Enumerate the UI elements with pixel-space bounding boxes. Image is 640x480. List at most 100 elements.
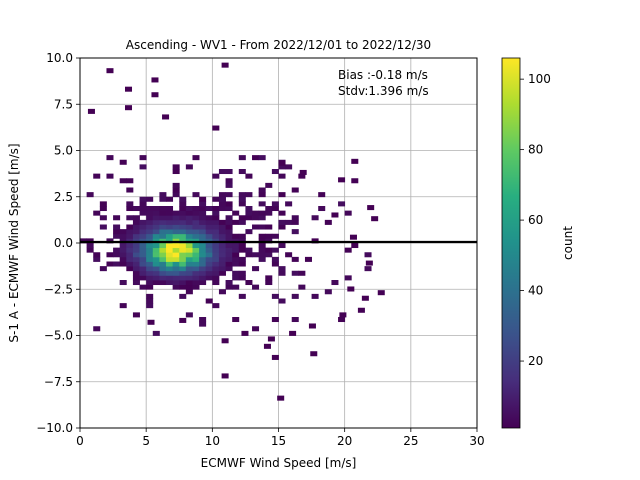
heatmap-cell [192, 252, 200, 258]
heatmap-cell [172, 261, 180, 267]
heatmap-outlier-cell [179, 317, 187, 323]
heatmap-cell [212, 243, 220, 249]
heatmap-cell [232, 252, 240, 258]
heatmap-cell [278, 192, 286, 198]
heatmap-cell [179, 261, 187, 267]
heatmap-cell [285, 201, 293, 207]
heatmap-cell [185, 206, 193, 212]
heatmap-cell [245, 192, 253, 198]
heatmap-cell [192, 261, 200, 267]
heatmap-cell [166, 266, 174, 272]
x-axis-ticks: 0 5 10 15 20 25 30 [76, 428, 485, 448]
heatmap-cell [192, 247, 200, 253]
heatmap-cell [192, 270, 200, 276]
heatmap-cell [119, 238, 127, 244]
heatmap-cell [225, 247, 233, 253]
heatmap-cell [192, 210, 200, 216]
heatmap-cell [205, 219, 213, 225]
heatmap-cell [172, 247, 180, 253]
x-tick-label: 20 [337, 434, 352, 448]
heatmap-cell [166, 275, 174, 281]
heatmap-cell [99, 224, 107, 230]
heatmap-cell [132, 238, 140, 244]
heatmap-outlier-cell [221, 373, 229, 379]
heatmap-cell [258, 155, 266, 161]
heatmap-cell [258, 247, 266, 253]
heatmap-cell [152, 280, 160, 286]
heatmap-cell [278, 210, 286, 216]
heatmap-cell [126, 206, 134, 212]
heatmap-cell [146, 210, 154, 216]
heatmap-outlier-cell [308, 323, 316, 329]
heatmap-cell [126, 224, 134, 230]
heatmap-cell [218, 256, 226, 262]
heatmap-cell [139, 270, 147, 276]
heatmap-cell [218, 219, 226, 225]
heatmap-cell [238, 247, 246, 253]
heatmap-cell [278, 243, 286, 249]
heatmap-cell [166, 233, 174, 239]
heatmap-cell [166, 229, 174, 235]
heatmap-cell [205, 224, 213, 230]
heatmap-cell [86, 243, 94, 249]
heatmap-cell [265, 182, 273, 188]
heatmap-cell [199, 247, 207, 253]
heatmap-cell [199, 196, 207, 202]
heatmap-cell [159, 229, 167, 235]
heatmap-cell [245, 215, 253, 221]
heatmap-cell [126, 266, 134, 272]
heatmap-cell [252, 155, 260, 161]
x-tick-label: 15 [271, 434, 286, 448]
heatmap-cell [205, 229, 213, 235]
heatmap-cell [298, 173, 306, 179]
heatmap-cell [212, 247, 220, 253]
heatmap-outlier-cell [106, 68, 114, 74]
heatmap-cell [166, 238, 174, 244]
heatmap-cell [152, 229, 160, 235]
heatmap-cell [179, 247, 187, 253]
heatmap-outlier-cell [278, 160, 286, 166]
heatmap-cell [278, 164, 286, 170]
colorbar-tick-label: 20 [528, 354, 543, 368]
heatmap-cell [199, 252, 207, 258]
heatmap-cell [166, 224, 174, 230]
heatmap-cell [271, 201, 279, 207]
heatmap-cell [252, 210, 260, 216]
heatmap-cell [159, 270, 167, 276]
heatmap-cell [192, 233, 200, 239]
heatmap-cell [159, 196, 167, 202]
heatmap-outlier-cell [289, 330, 297, 336]
heatmap-cell [132, 243, 140, 249]
heatmap-cell [238, 196, 246, 202]
heatmap-cell [132, 233, 140, 239]
heatmap-cell [225, 238, 233, 244]
heatmap-outlier-cell [365, 260, 373, 266]
heatmap-cell [199, 275, 207, 281]
heatmap-cell [238, 243, 246, 249]
heatmap-cell [113, 229, 121, 235]
heatmap-cell [192, 192, 200, 198]
heatmap-cell [291, 256, 299, 262]
heatmap-cell [132, 206, 140, 212]
heatmap-cell [93, 210, 101, 216]
heatmap-cell [152, 219, 160, 225]
heatmap-cell [152, 243, 160, 249]
heatmap-cell [238, 238, 246, 244]
heatmap-cell [152, 330, 160, 336]
heatmap-cell [344, 275, 352, 281]
heatmap-cell [172, 243, 180, 249]
heatmap-cell [93, 252, 101, 258]
heatmap-cell [146, 280, 154, 286]
heatmap-cell [159, 261, 167, 267]
heatmap-cell [218, 206, 226, 212]
heatmap-cell [271, 293, 279, 299]
heatmap-cell [172, 233, 180, 239]
heatmap-cell [132, 312, 140, 318]
heatmap-cell [218, 229, 226, 235]
heatmap-cell [205, 298, 213, 304]
heatmap-cell [152, 233, 160, 239]
heatmap-cell [159, 275, 167, 281]
heatmap-cell [152, 252, 160, 258]
heatmap-cell [232, 317, 240, 323]
heatmap-cell [225, 284, 233, 290]
